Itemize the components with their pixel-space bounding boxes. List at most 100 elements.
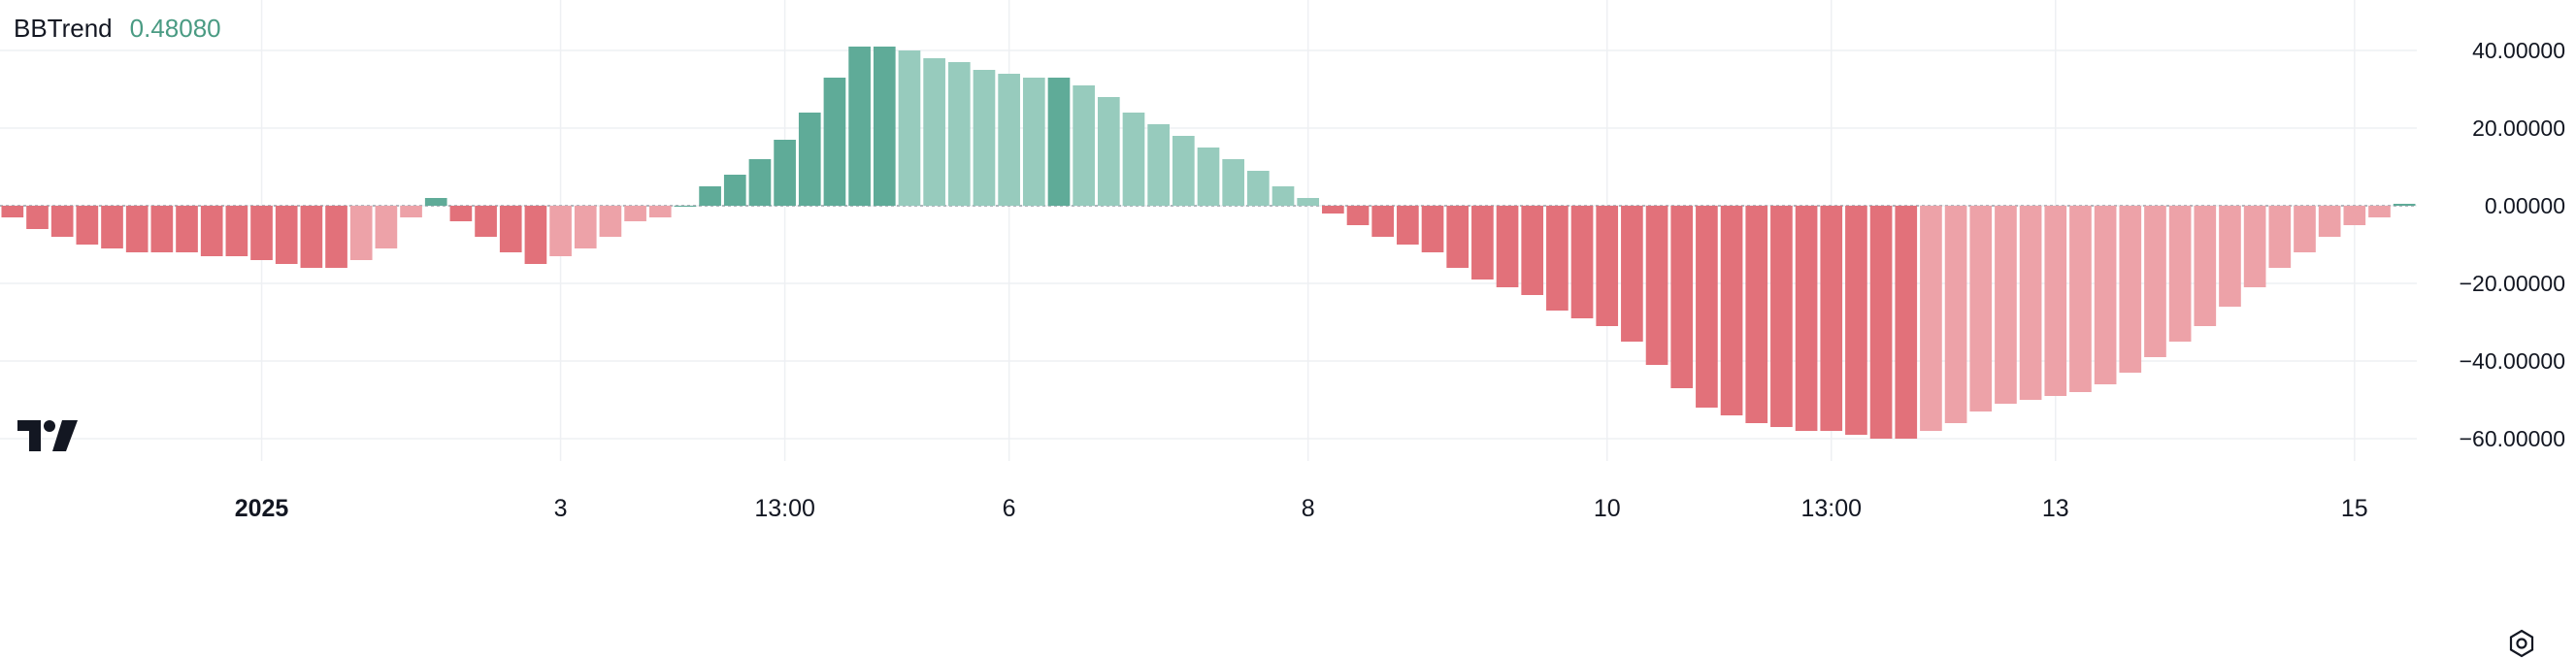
histogram-bar — [499, 206, 522, 252]
histogram-bar — [475, 206, 497, 237]
histogram-bar — [101, 206, 123, 248]
histogram-bar — [76, 206, 99, 245]
tradingview-logo-icon[interactable] — [17, 420, 78, 456]
indicator-value: 0.48080 — [129, 14, 221, 43]
histogram-bar — [1297, 198, 1320, 206]
histogram-bar — [898, 50, 921, 206]
histogram-bar — [549, 206, 572, 256]
histogram-bar — [1770, 206, 1793, 427]
histogram-bar — [1471, 206, 1494, 280]
histogram-bar — [26, 206, 49, 229]
histogram-bar — [176, 206, 198, 252]
histogram-bar — [599, 206, 622, 237]
histogram-bar — [947, 62, 971, 206]
y-axis-labels: 40.00000 20.00000 0.00000 −20.00000 −40.0000… — [2460, 38, 2565, 451]
x-axis-labels: 2025 3 13:00 6 8 10 13:00 13 15 — [235, 495, 2368, 522]
histogram-bar — [200, 206, 223, 256]
histogram-bar — [400, 206, 422, 217]
histogram-bar — [1920, 206, 1942, 431]
histogram-bar — [1247, 171, 1270, 206]
histogram-bar — [748, 159, 772, 206]
histogram-bar — [1995, 206, 2017, 404]
bbtrend-histogram-chart[interactable]: 40.00000 20.00000 0.00000 −20.00000 −40.0000… — [0, 0, 2576, 528]
histogram-bar — [2094, 206, 2117, 384]
histogram-bar — [325, 206, 347, 268]
histogram-bar — [774, 140, 796, 206]
histogram-bar — [2044, 206, 2067, 396]
histogram-bar — [1097, 97, 1120, 206]
histogram-bar — [449, 206, 473, 221]
histogram-bar — [1670, 206, 1694, 388]
histogram-bar — [125, 206, 149, 252]
histogram-bar — [2318, 206, 2341, 237]
y-tick-label: −40.00000 — [2460, 348, 2565, 374]
x-tick-label: 15 — [2341, 495, 2368, 522]
histogram-bar — [250, 206, 273, 260]
x-tick-label: 13:00 — [754, 495, 815, 522]
histogram-bar — [225, 206, 248, 256]
histogram-bar — [1397, 206, 1419, 245]
histogram-bar — [1172, 136, 1195, 206]
histogram-bar — [1521, 206, 1544, 295]
histogram-bar — [1122, 113, 1145, 206]
histogram-bar — [349, 206, 373, 260]
y-tick-label: 40.00000 — [2472, 38, 2565, 63]
histogram-bar — [1546, 206, 1569, 311]
histogram-bar — [1446, 206, 1470, 268]
histogram-bar — [1570, 206, 1594, 318]
histogram-bar — [1944, 206, 1967, 423]
histogram-bar — [2294, 206, 2316, 252]
histogram-bar — [1073, 85, 1095, 206]
histogram-bar — [1222, 159, 1245, 206]
histogram-bar — [1322, 206, 1344, 214]
histogram-bar — [50, 206, 74, 237]
histogram-bar — [873, 47, 896, 206]
histogram-bar — [1845, 206, 1867, 435]
histogram-bar — [1421, 206, 1444, 252]
histogram-bar — [524, 206, 547, 264]
histogram-bar — [624, 206, 646, 221]
histogram-bar — [2268, 206, 2292, 268]
histogram-bar — [2219, 206, 2241, 307]
y-tick-label: 20.00000 — [2472, 115, 2565, 141]
histogram-bar — [848, 47, 871, 206]
histogram-bar — [723, 175, 746, 206]
x-tick-label: 2025 — [235, 495, 289, 522]
histogram-bar — [2343, 206, 2366, 225]
histogram-bar — [2019, 206, 2042, 400]
histogram-bar — [1969, 206, 1993, 411]
histogram-bar — [1645, 206, 1668, 365]
histogram-bar — [150, 206, 174, 252]
histogram-bar — [2144, 206, 2166, 357]
histogram-bar — [275, 206, 298, 264]
histogram-bar — [648, 206, 672, 217]
histogram-bar — [375, 206, 398, 248]
histogram-bar — [1371, 206, 1395, 237]
histogram-bar — [424, 198, 447, 206]
histogram-bar — [1895, 206, 1918, 439]
indicator-legend[interactable]: BBTrend 0.48080 — [14, 14, 221, 44]
gear-icon[interactable] — [2507, 629, 2536, 658]
histogram-bar — [1795, 206, 1818, 431]
histogram-bar — [699, 186, 721, 206]
histogram-bar — [2194, 206, 2217, 326]
histogram-bars — [1, 47, 2416, 439]
histogram-bar — [2368, 206, 2391, 217]
x-tick-label: 13:00 — [1800, 495, 1862, 522]
histogram-bar — [1346, 206, 1370, 225]
y-tick-label: 0.00000 — [2485, 193, 2565, 218]
x-tick-label: 10 — [1594, 495, 1621, 522]
histogram-bar — [1147, 124, 1170, 206]
histogram-bar — [574, 206, 597, 248]
histogram-bar — [1197, 148, 1220, 206]
indicator-name: BBTrend — [14, 14, 113, 43]
histogram-bar — [1596, 206, 1619, 326]
histogram-bar — [2393, 204, 2416, 206]
histogram-bar — [1047, 78, 1071, 206]
histogram-bar — [1, 206, 24, 217]
histogram-bar — [923, 58, 945, 206]
histogram-bar — [973, 70, 996, 206]
histogram-bar — [1621, 206, 1643, 342]
histogram-bar — [1820, 206, 1843, 431]
histogram-bar — [998, 74, 1020, 206]
